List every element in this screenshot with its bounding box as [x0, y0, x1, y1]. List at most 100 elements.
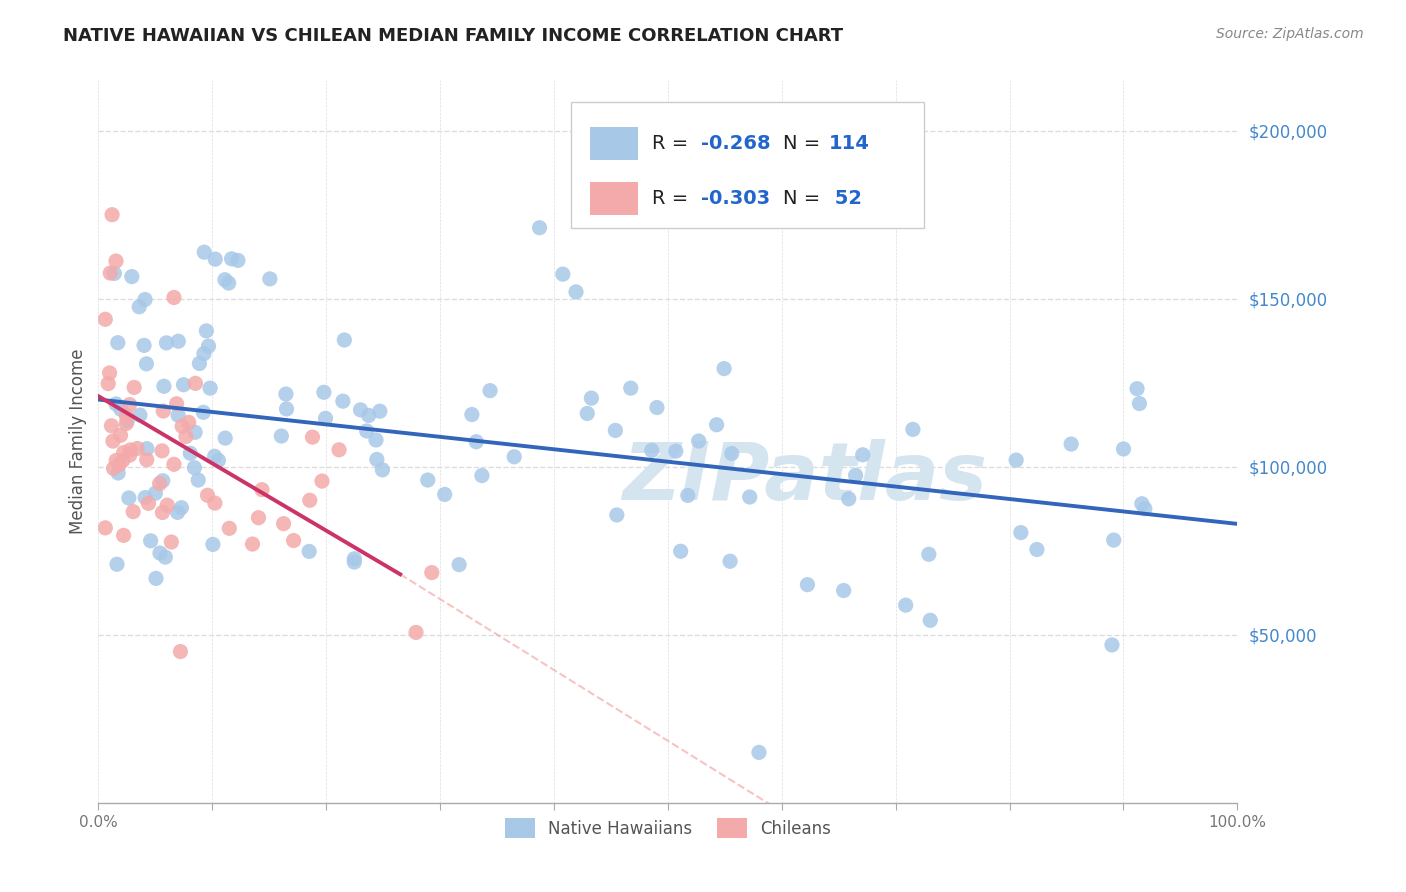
- Point: [118, 491, 141, 505]
- Text: R =: R =: [652, 134, 695, 153]
- Point: [198, 381, 221, 395]
- Point: [152, 404, 174, 418]
- Point: [273, 516, 295, 531]
- Point: [149, 546, 172, 560]
- Point: [172, 419, 194, 434]
- Point: [163, 291, 186, 305]
- Point: [184, 425, 207, 440]
- Point: [250, 483, 273, 497]
- Text: ZIPatlas: ZIPatlas: [621, 439, 987, 516]
- Point: [283, 533, 305, 548]
- Point: [471, 468, 494, 483]
- Point: [479, 384, 502, 398]
- Point: [274, 387, 297, 401]
- Point: [218, 276, 240, 290]
- Point: [167, 334, 190, 349]
- Point: [247, 510, 270, 524]
- Point: [197, 339, 219, 353]
- Point: [183, 460, 205, 475]
- Point: [193, 405, 215, 419]
- Point: [167, 408, 190, 422]
- Point: [132, 338, 155, 352]
- Point: [112, 445, 135, 459]
- Point: [405, 625, 427, 640]
- Point: [103, 461, 125, 475]
- Point: [204, 496, 226, 510]
- Point: [720, 446, 742, 460]
- Point: [676, 488, 699, 502]
- Point: [449, 558, 471, 572]
- Point: [94, 312, 117, 326]
- Legend: Native Hawaiians, Chileans: Native Hawaiians, Chileans: [498, 812, 838, 845]
- Point: [503, 450, 526, 464]
- Point: [315, 411, 337, 425]
- Point: [160, 535, 183, 549]
- Point: [332, 394, 354, 409]
- Point: [838, 491, 860, 506]
- Point: [214, 273, 236, 287]
- Point: [145, 571, 167, 585]
- Point: [150, 443, 173, 458]
- Point: [901, 422, 924, 436]
- Point: [105, 558, 128, 572]
- Point: [333, 333, 356, 347]
- Point: [98, 366, 121, 380]
- Point: [718, 554, 741, 568]
- Point: [173, 377, 195, 392]
- Point: [204, 450, 226, 464]
- Point: [166, 505, 188, 519]
- Point: [135, 452, 157, 467]
- Point: [364, 433, 387, 447]
- Point: [1102, 533, 1125, 547]
- Text: -0.268: -0.268: [700, 134, 770, 153]
- Point: [117, 414, 139, 428]
- Point: [1026, 542, 1049, 557]
- Point: [193, 346, 215, 360]
- Text: N =: N =: [783, 189, 827, 208]
- Point: [128, 300, 150, 314]
- Point: [343, 555, 366, 569]
- Point: [129, 408, 152, 422]
- Point: [641, 443, 664, 458]
- Point: [195, 324, 218, 338]
- Point: [118, 398, 141, 412]
- Point: [101, 434, 124, 449]
- Point: [127, 442, 149, 456]
- Point: [100, 418, 122, 433]
- Point: [565, 285, 588, 299]
- Point: [1128, 396, 1150, 410]
- Point: [214, 431, 236, 445]
- Point: [179, 446, 201, 460]
- Point: [270, 429, 292, 443]
- Point: [97, 376, 120, 391]
- Point: [101, 208, 124, 222]
- Point: [226, 253, 249, 268]
- Point: [121, 269, 143, 284]
- Point: [1101, 638, 1123, 652]
- Point: [1133, 501, 1156, 516]
- Point: [155, 550, 177, 565]
- Point: [465, 434, 488, 449]
- Point: [845, 468, 868, 483]
- Point: [152, 506, 174, 520]
- Point: [920, 613, 942, 627]
- Point: [153, 379, 176, 393]
- Point: [155, 335, 177, 350]
- Y-axis label: Median Family Income: Median Family Income: [69, 349, 87, 534]
- Point: [328, 442, 350, 457]
- Point: [187, 473, 209, 487]
- Point: [368, 404, 391, 418]
- Text: 114: 114: [828, 134, 869, 153]
- Point: [298, 493, 321, 508]
- Point: [134, 293, 156, 307]
- Point: [169, 644, 191, 658]
- Point: [918, 547, 941, 561]
- Point: [104, 397, 127, 411]
- Point: [139, 533, 162, 548]
- Point: [188, 356, 211, 370]
- Point: [713, 361, 735, 376]
- Point: [111, 453, 134, 467]
- Point: [606, 508, 628, 522]
- Point: [115, 417, 138, 431]
- Point: [796, 577, 818, 591]
